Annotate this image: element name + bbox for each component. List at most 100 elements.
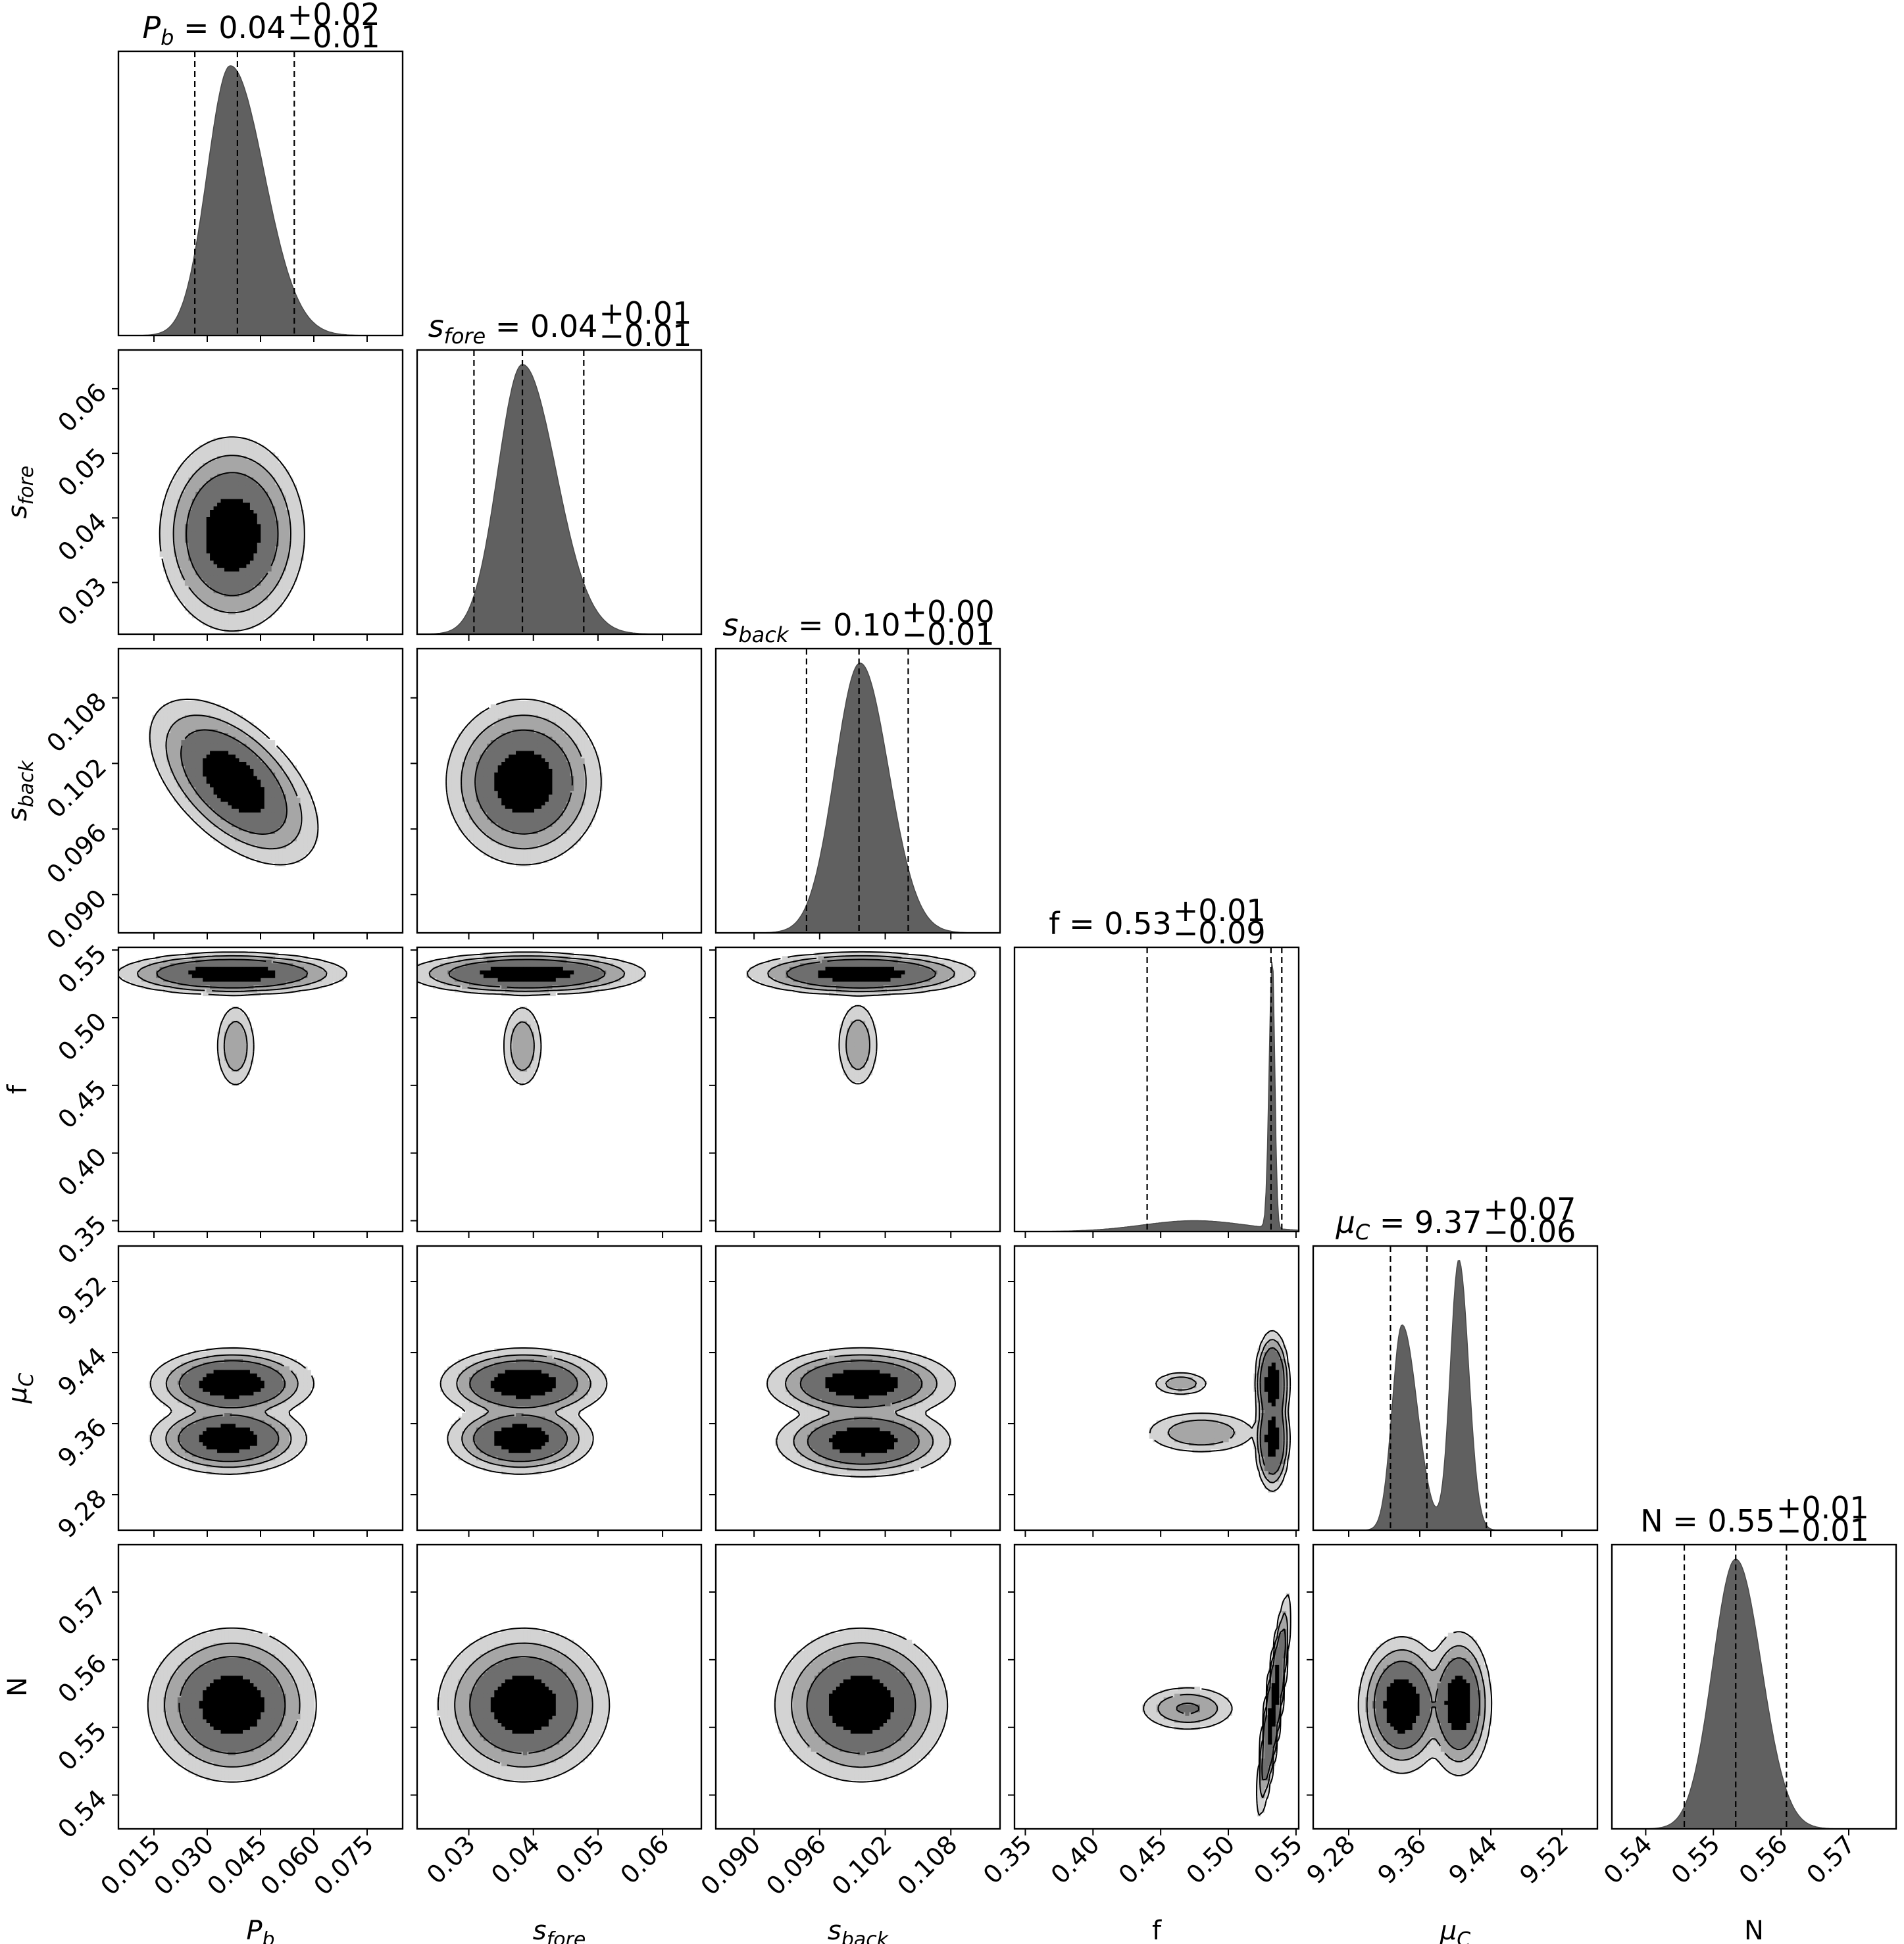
title-lower-error: −0.01 — [288, 19, 380, 55]
axis-symbol: μ — [3, 1387, 33, 1404]
contour-line-1 — [164, 1642, 301, 1768]
y-tick-label: 0.03 — [52, 572, 112, 632]
axis-symbol: s — [3, 505, 33, 518]
contour-line-0 — [746, 951, 976, 1085]
x-tick-label-Pb: 0.045 — [201, 1830, 272, 1901]
density-level-3 — [203, 751, 264, 813]
title-N: N = 0.55 — [1640, 1503, 1775, 1539]
x-tick-label: 0.45 — [1113, 1830, 1173, 1889]
title-value: = 0.04 — [486, 309, 597, 344]
x-tick-label: 0.102 — [826, 1830, 897, 1901]
contour-line-0 — [1143, 1594, 1291, 1816]
title-upper-error: +0.00 — [902, 594, 995, 630]
contour-panel-sfore-sback — [416, 647, 703, 934]
contour-line-2 — [178, 1360, 286, 1462]
contour-line-1 — [165, 1354, 299, 1468]
x-tick-label-N: 0.57 — [1801, 1830, 1861, 1889]
y-tick-label: 0.35 — [52, 1210, 112, 1270]
contour-line-0 — [149, 1347, 314, 1475]
contour-panel-sback-N — [714, 1543, 1001, 1830]
y-tick-label-sfore: 0.06 — [52, 378, 112, 437]
panel-border — [416, 647, 703, 934]
title-lower-error: −0.09 — [1173, 915, 1266, 951]
panel-frame — [416, 946, 703, 1233]
title-symbol: f — [1049, 906, 1061, 941]
contour-line-2 — [469, 1360, 578, 1462]
panel-border — [714, 1245, 1001, 1532]
axis-subscript: C — [1457, 1928, 1470, 1944]
y-tick-label-f: 0.45 — [52, 1074, 112, 1134]
x-tick-label-Pb: 0.075 — [308, 1830, 379, 1901]
contour-line-0 — [417, 951, 646, 1085]
contour-line-1 — [172, 455, 291, 614]
title-value: = 0.10 — [788, 607, 900, 643]
x-tick-label: 0.55 — [1248, 1830, 1308, 1889]
x-tick-label: 0.090 — [695, 1830, 766, 1901]
x-tick-label: 0.060 — [255, 1830, 326, 1901]
axis-symbol: s — [3, 807, 33, 821]
y-tick-label-sback: 0.090 — [41, 884, 112, 955]
hist-panel-muC: μC = 9.37 +0.07−0.06 — [1312, 1191, 1599, 1532]
title-lower-error: −0.06 — [1483, 1214, 1576, 1249]
x-axis-label-f: f — [1152, 1916, 1162, 1944]
x-tick-label-muC: 9.44 — [1443, 1830, 1503, 1889]
y-tick-label-sback: 0.108 — [41, 687, 112, 758]
contour-panel-sfore-N — [416, 1543, 703, 1830]
contour-line-0 — [159, 436, 305, 632]
title-f: f = 0.53 — [1049, 906, 1171, 941]
contour-line-1 — [454, 1642, 593, 1768]
contour-panel-Pb-muC — [117, 1245, 404, 1532]
y-tick-label-N: 0.56 — [52, 1649, 112, 1708]
y-axis-label-f: f — [3, 1084, 33, 1094]
title-Pb: Pb = 0.04 — [142, 10, 286, 50]
y-tick-label-sback: 0.102 — [41, 753, 112, 824]
panel-border — [416, 349, 703, 636]
x-tick-label: 0.030 — [148, 1830, 219, 1901]
x-tick-label-N: 0.54 — [1598, 1830, 1658, 1889]
y-axis-label-muC: μC — [3, 1373, 38, 1404]
x-tick-label-f: 0.55 — [1248, 1830, 1308, 1889]
x-axis-label-muC: μC — [1440, 1916, 1470, 1944]
density-level-3 — [199, 1370, 264, 1453]
panel-border — [714, 946, 1001, 1233]
x-axis-label-sback: sback — [828, 1916, 889, 1944]
y-tick-label-f: 0.50 — [52, 1007, 112, 1066]
y-tick-label: 0.54 — [52, 1784, 112, 1844]
x-tick-label-sfore: 0.03 — [421, 1830, 481, 1889]
contour-line-0 — [149, 698, 319, 866]
x-tick-label-sback: 0.096 — [761, 1830, 832, 1901]
title-sback: sback = 0.10 — [722, 607, 900, 647]
x-tick-label: 0.045 — [201, 1830, 272, 1901]
y-tick-label: 0.04 — [52, 507, 112, 567]
title-muC: μC = 9.37 — [1336, 1205, 1482, 1245]
x-axis-label-sfore: sfore — [533, 1916, 586, 1944]
contour-line-1 — [428, 955, 626, 1071]
density-level-3 — [494, 751, 553, 813]
contour-line-1 — [791, 1642, 932, 1768]
x-tick-label-muC: 9.36 — [1372, 1830, 1432, 1889]
axis-subscript: b — [263, 1928, 275, 1944]
contour-line-0 — [437, 1627, 611, 1783]
panel-border — [714, 647, 1001, 934]
contour-line-2 — [469, 1656, 578, 1755]
density-level-3 — [1383, 1676, 1470, 1734]
y-tick-label-sfore: 0.03 — [52, 572, 112, 632]
contour-panel-f-N — [1013, 1543, 1300, 1830]
y-tick-label-sback: 0.096 — [41, 818, 112, 889]
y-tick-label: 0.45 — [52, 1074, 112, 1134]
contour-line-2 — [180, 729, 288, 835]
axis-subscript: back — [841, 1928, 889, 1944]
x-tick-label-f: 0.35 — [978, 1830, 1038, 1889]
x-tick-label: 0.03 — [421, 1830, 481, 1889]
title-symbol: N — [1640, 1503, 1663, 1539]
y-tick-label: 0.50 — [52, 1007, 112, 1066]
y-tick-label-f: 0.40 — [52, 1142, 112, 1202]
contour-line-1 — [1366, 1645, 1486, 1762]
contour-panel-Pb-sback — [117, 647, 404, 934]
contour-panel-sfore-muC — [416, 1245, 703, 1532]
contour-panel-sback-muC — [714, 1245, 1001, 1532]
panel-border — [1611, 1543, 1897, 1830]
panel-border — [416, 1245, 703, 1532]
contour-panel-f-muC — [1013, 1245, 1300, 1532]
